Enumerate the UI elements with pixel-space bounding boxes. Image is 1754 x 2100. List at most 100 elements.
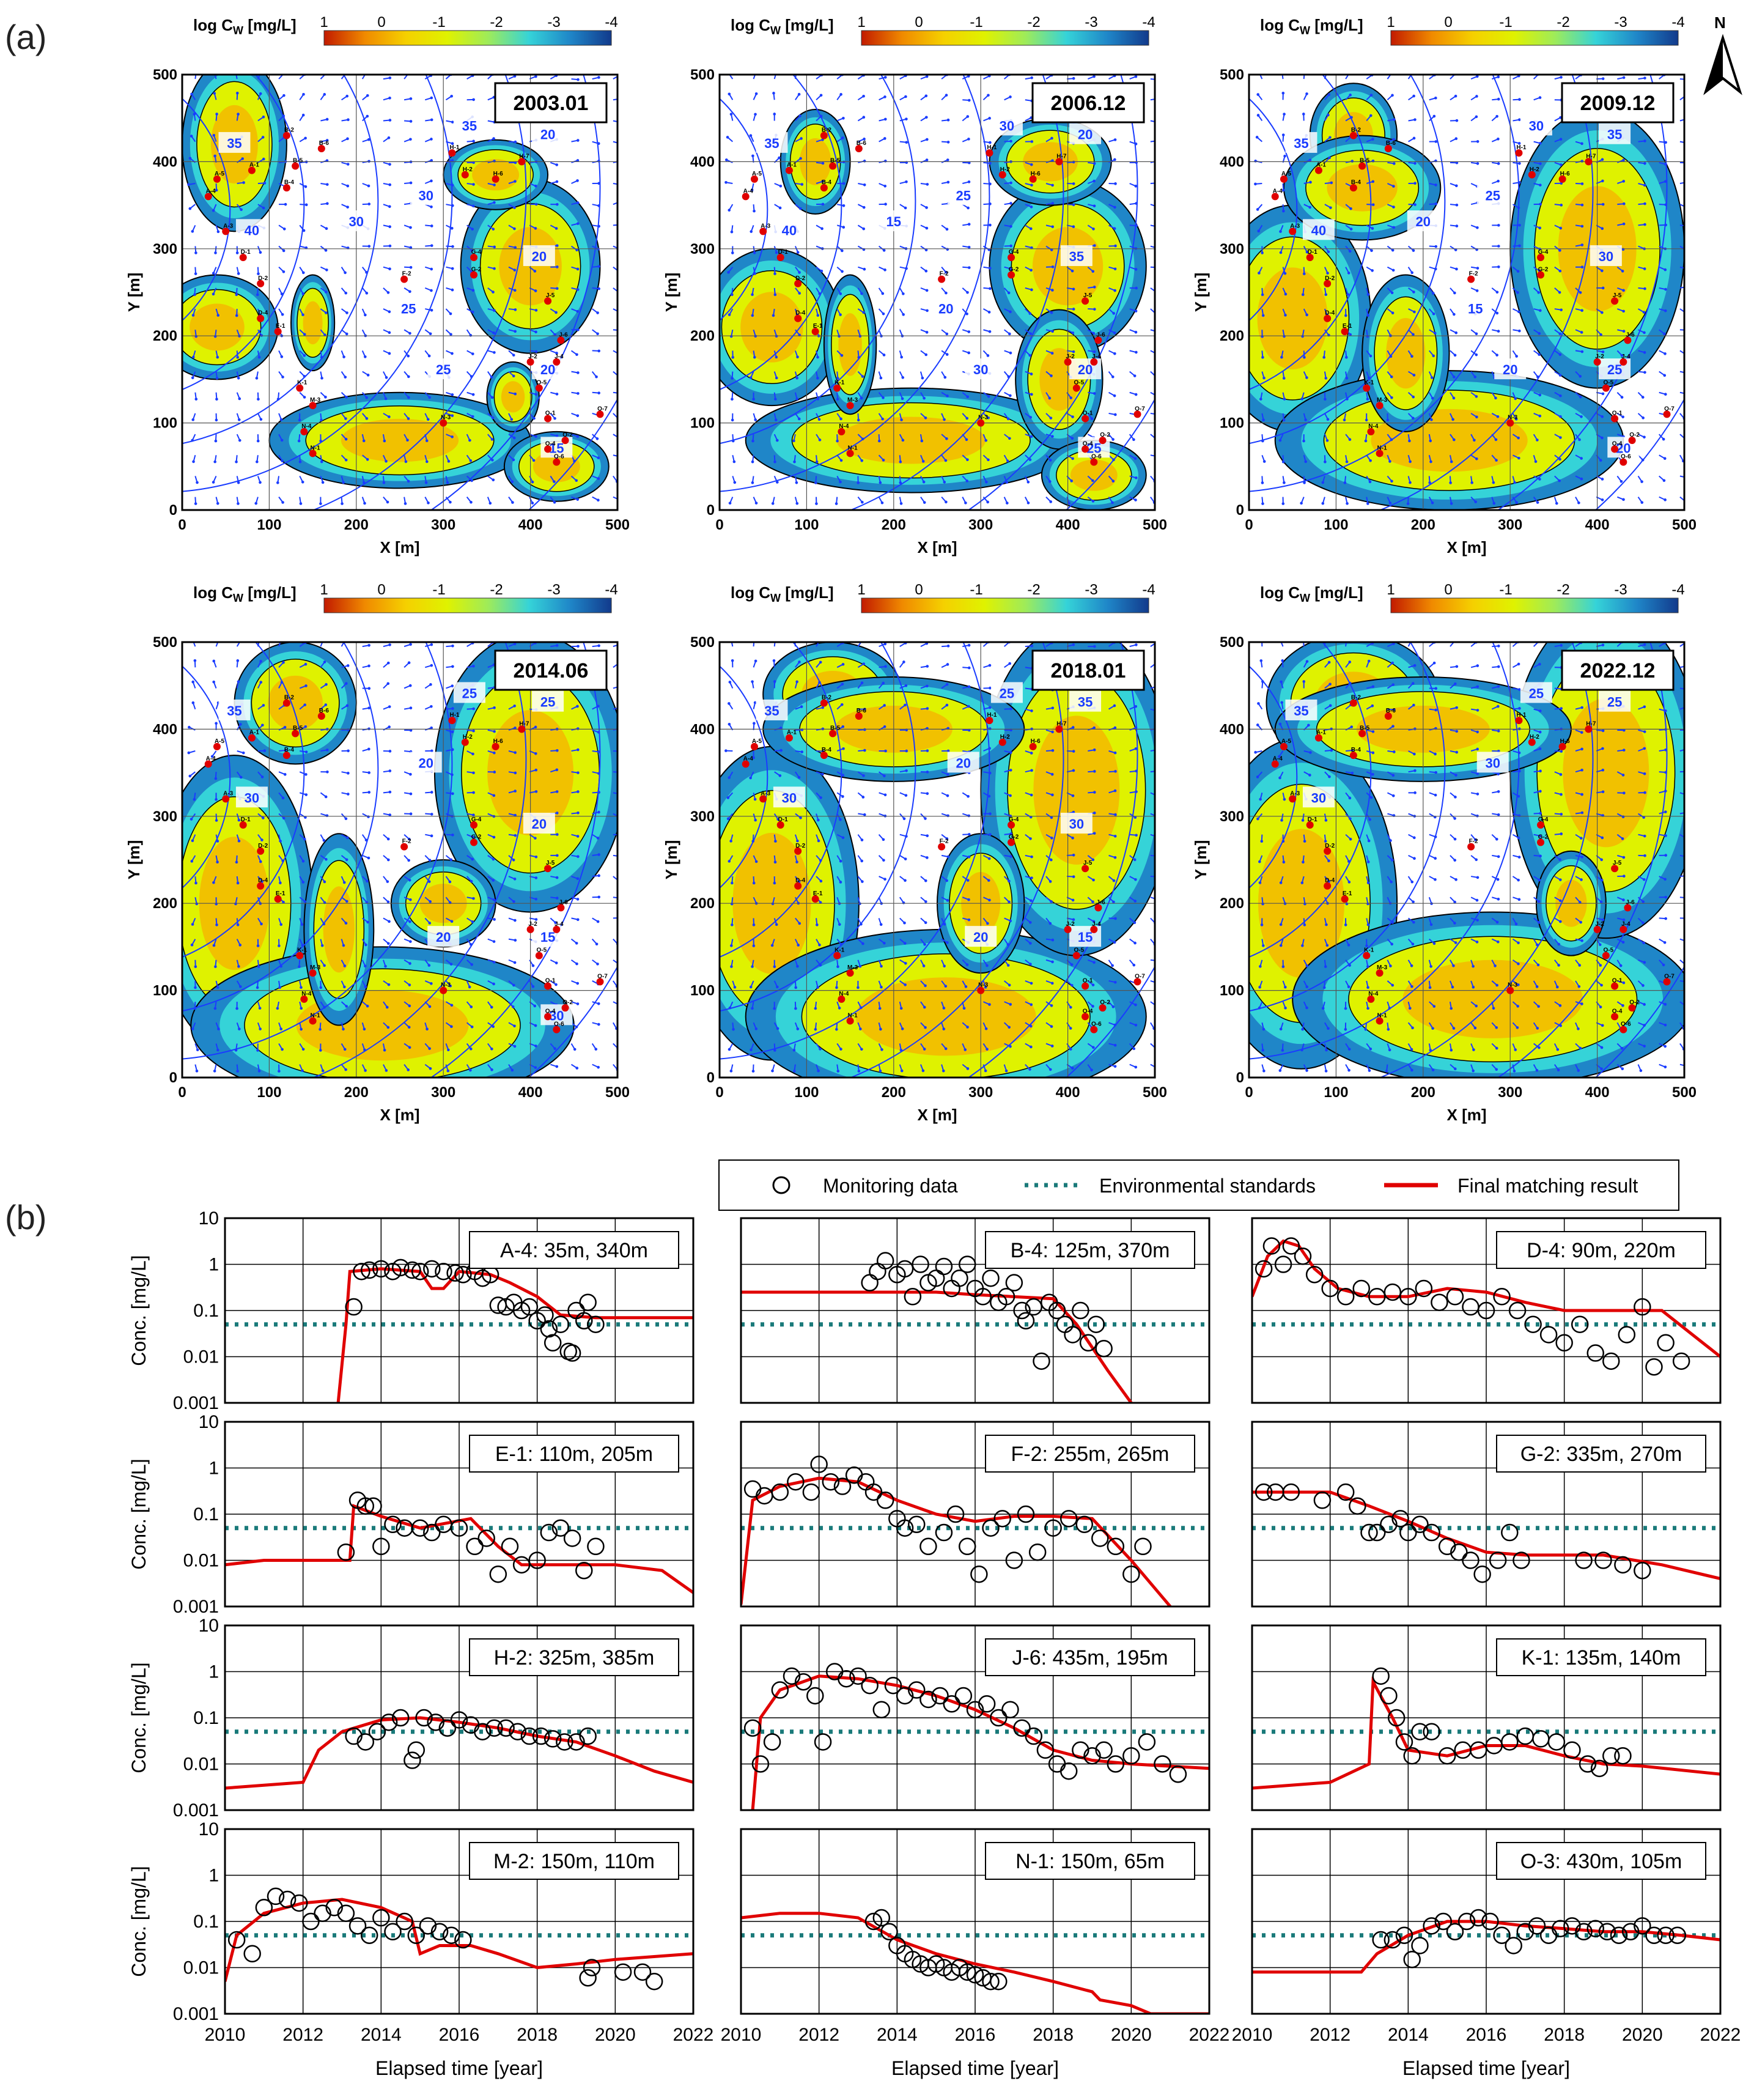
flow-arrow-head	[879, 481, 882, 484]
flow-arrow-head	[492, 857, 495, 861]
flow-arrow-head	[1497, 162, 1500, 165]
flow-arrow-head	[279, 1027, 282, 1030]
flow-arrow-head	[1641, 396, 1645, 399]
flow-arrow-head	[1007, 375, 1011, 379]
flow-arrow-head	[1474, 500, 1477, 503]
well-label: J-5	[1083, 292, 1093, 299]
flow-arrow-head	[1302, 272, 1306, 275]
contour-label-bg	[1599, 123, 1631, 144]
flow-arrow-head	[469, 459, 473, 462]
flow-arrow-head	[1579, 375, 1582, 378]
colorbar-tick: -1	[970, 14, 982, 31]
flow-arrow-head	[799, 207, 802, 210]
flow-arrow-head	[819, 796, 822, 799]
flow-arrow-head	[254, 501, 258, 505]
flow-arrow-head	[883, 725, 886, 728]
flow-arrow-head	[618, 897, 621, 900]
flow-arrow-head	[841, 249, 844, 253]
flow-arrow-head	[753, 797, 757, 801]
flow-arrow-head	[1155, 97, 1159, 100]
flow-arrow-head	[1642, 311, 1646, 314]
flow-arrow-head	[1155, 413, 1159, 416]
flow-arrow-head	[1475, 289, 1479, 292]
flow-arrow-head	[816, 314, 820, 317]
flow-arrow-head	[724, 749, 728, 752]
flow-arrow-head	[1664, 498, 1667, 501]
flow-arrow-head	[188, 774, 192, 778]
flow-arrow-head	[597, 76, 600, 79]
well-label: M-3	[1377, 397, 1388, 404]
flow-arrow-head	[1051, 330, 1054, 333]
flow-arrow-head	[449, 858, 453, 862]
flow-arrow-head	[965, 312, 968, 316]
flow-arrow-head	[945, 94, 948, 97]
flow-arrow-head	[966, 395, 970, 399]
flow-arrow-head	[430, 244, 433, 247]
flow-arrow-head	[1305, 313, 1308, 317]
flow-arrow-head	[534, 876, 538, 879]
flow-arrow-head	[304, 750, 308, 753]
flow-arrow-head	[1009, 1044, 1012, 1048]
flow-arrow-head	[1364, 439, 1368, 443]
flow-arrow-head	[1135, 224, 1138, 227]
flow-arrow-head	[1470, 481, 1473, 484]
flow-arrow-head	[989, 287, 992, 290]
flow-arrow-head	[1029, 837, 1032, 840]
flow-arrow-head	[471, 311, 474, 314]
flow-arrow-head	[531, 985, 535, 988]
flow-arrow-head	[388, 96, 391, 100]
head-contour	[720, 98, 768, 322]
flow-arrow-head	[857, 418, 860, 422]
well-marker	[448, 717, 456, 725]
flow-arrow-head	[597, 349, 600, 353]
flow-arrow-head	[576, 267, 580, 271]
flow-arrow-head	[194, 397, 198, 401]
flow-arrow-head	[1155, 205, 1159, 209]
well-marker	[846, 449, 854, 457]
well-marker	[1376, 402, 1384, 410]
flow-arrow-head	[881, 417, 884, 421]
flow-arrow-head	[728, 209, 731, 212]
flow-arrow	[729, 75, 734, 79]
flow-arrow-head	[471, 857, 474, 861]
flow-arrow-head	[1326, 418, 1330, 421]
flow-arrow-head	[367, 727, 370, 731]
map-y-tick: 400	[690, 153, 715, 170]
flow-arrow-head	[344, 1068, 347, 1071]
flow-arrow-head	[301, 113, 305, 117]
flow-arrow-head	[1283, 481, 1286, 484]
flow-arrow-head	[771, 502, 775, 505]
flow-arrow-head	[986, 964, 989, 967]
flow-arrow-head	[1643, 183, 1646, 187]
contour-label: 30	[1599, 249, 1613, 264]
flow-arrow-head	[303, 354, 306, 357]
flow-arrow-head	[1580, 243, 1584, 246]
flow-arrow-head	[276, 481, 279, 484]
flow-arrow-head	[1322, 356, 1326, 359]
flow-arrow-head	[1300, 501, 1303, 505]
flow-arrow-head	[1392, 118, 1396, 121]
contour-label: 25	[956, 188, 970, 203]
flow-arrow-head	[512, 858, 515, 862]
well-marker	[1611, 445, 1619, 453]
flow-arrow-head	[1555, 501, 1558, 505]
flow-arrow-head	[597, 810, 600, 814]
colorbar-tick: -1	[970, 582, 982, 598]
flow-arrow-head	[751, 1007, 754, 1010]
well-marker	[239, 821, 247, 829]
map-x-label: X [m]	[380, 538, 420, 556]
flow-arrow-head	[323, 93, 326, 96]
flow-arrow-head	[216, 1048, 219, 1052]
colorbar-tick: -3	[547, 582, 560, 598]
flow-arrow-head	[471, 393, 475, 396]
flow-arrow-head	[302, 92, 305, 96]
flow-arrow-head	[260, 775, 264, 778]
flow-arrow-head	[796, 251, 800, 254]
flow-arrow-head	[555, 393, 559, 396]
flow-arrow-head	[1371, 269, 1374, 272]
flow-arrow-head	[191, 839, 194, 843]
flow-arrow-head	[212, 133, 216, 137]
flow-arrow-head	[944, 1047, 948, 1051]
flow-arrow-head	[774, 397, 777, 401]
flow-arrow-head	[534, 330, 537, 334]
